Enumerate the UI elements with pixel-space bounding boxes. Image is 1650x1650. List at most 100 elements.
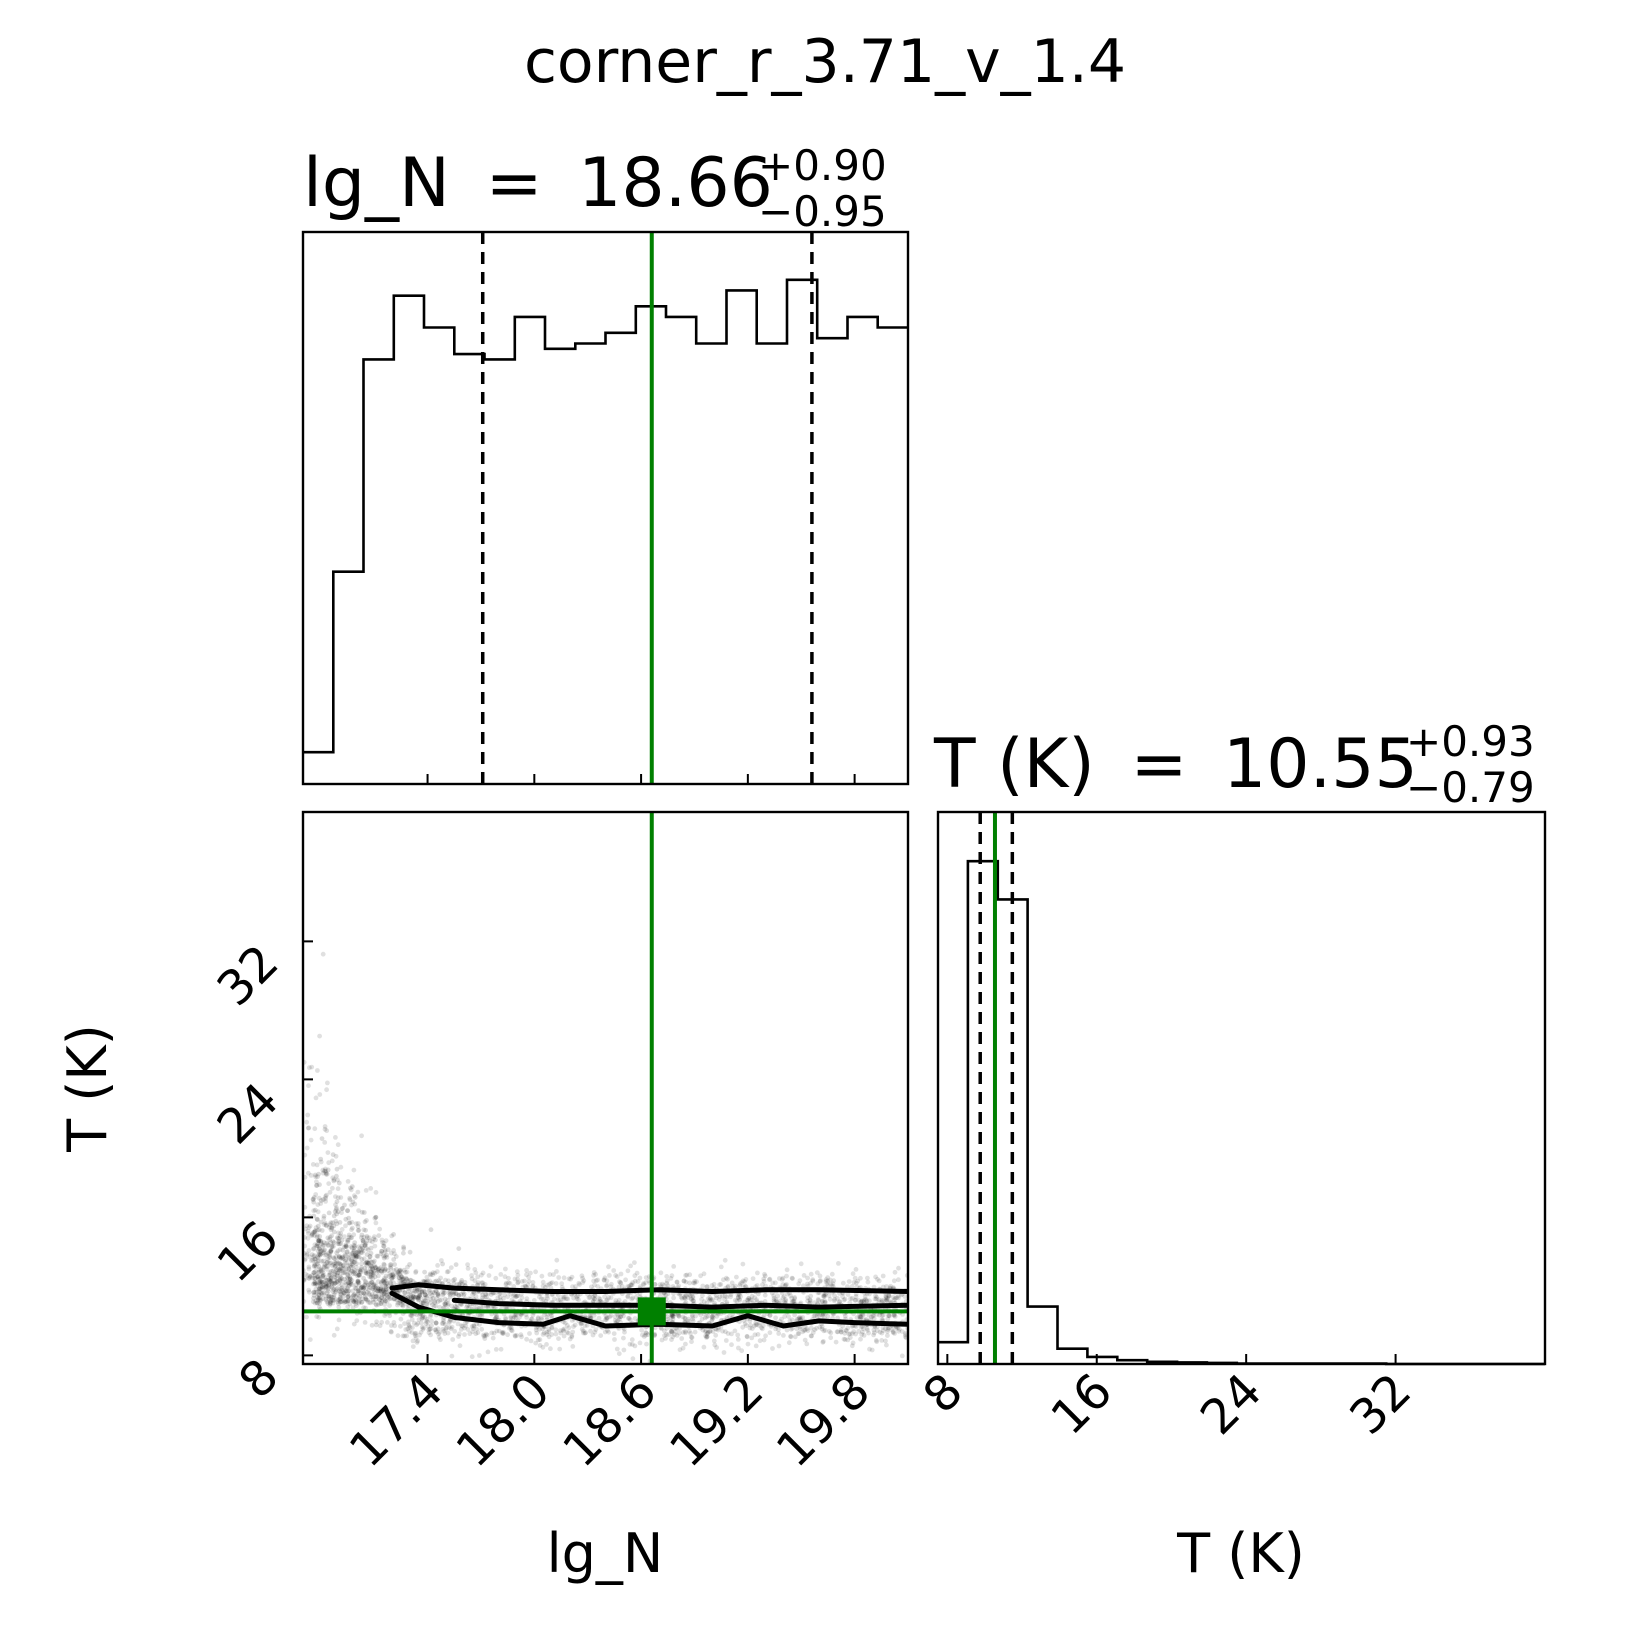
- posterior-sample: [382, 1280, 388, 1285]
- posterior-sample: [724, 1315, 730, 1320]
- posterior-sample: [859, 1332, 865, 1337]
- posterior-sample: [485, 1349, 491, 1355]
- posterior-sample: [448, 1265, 454, 1270]
- posterior-sample: [359, 1284, 365, 1290]
- posterior-sample: [349, 1282, 355, 1288]
- posterior-sample: [429, 1318, 434, 1324]
- posterior-sample: [406, 1319, 411, 1325]
- posterior-sample: [682, 1315, 688, 1321]
- posterior-sample: [375, 1254, 381, 1259]
- posterior-sample: [607, 1314, 613, 1320]
- posterior-sample: [855, 1278, 861, 1284]
- posterior-sample: [621, 1347, 627, 1353]
- lg-n-title-upper-error: +0.90: [758, 141, 887, 190]
- posterior-sample: [767, 1313, 773, 1318]
- posterior-sample: [306, 1266, 312, 1272]
- posterior-sample: [546, 1329, 552, 1335]
- posterior-sample: [814, 1313, 820, 1319]
- posterior-sample: [417, 1294, 423, 1300]
- posterior-sample: [704, 1300, 710, 1306]
- posterior-sample: [311, 1246, 316, 1252]
- posterior-sample: [323, 1171, 329, 1177]
- posterior-sample: [360, 1296, 366, 1302]
- posterior-sample: [779, 1316, 784, 1322]
- posterior-sample: [311, 1264, 317, 1269]
- posterior-ytick-label-0: 8: [228, 1348, 289, 1409]
- t-title-equals: =: [1130, 725, 1187, 804]
- posterior-sample: [383, 1273, 389, 1279]
- posterior-sample: [851, 1329, 857, 1334]
- posterior-sample: [560, 1327, 566, 1333]
- posterior-sample: [339, 1282, 345, 1288]
- posterior-sample: [886, 1293, 892, 1299]
- posterior-sample: [433, 1288, 439, 1294]
- posterior-sample: [345, 1280, 351, 1286]
- posterior-sample: [409, 1296, 415, 1302]
- posterior-sample: [827, 1277, 833, 1283]
- posterior-sample: [353, 1221, 359, 1226]
- posterior-sample: [311, 1292, 317, 1298]
- posterior-sample: [334, 1279, 340, 1285]
- posterior-sample: [500, 1331, 506, 1336]
- posterior-sample: [442, 1301, 448, 1307]
- posterior-sample: [784, 1267, 790, 1273]
- posterior-sample: [355, 1224, 361, 1229]
- posterior-sample: [364, 1238, 370, 1244]
- posterior-sample: [753, 1322, 759, 1328]
- posterior-sample: [587, 1294, 593, 1300]
- posterior-sample: [880, 1298, 886, 1304]
- posterior-sample: [865, 1327, 870, 1333]
- posterior-sample: [886, 1293, 892, 1298]
- posterior-sample: [314, 1216, 320, 1222]
- posterior-sample: [830, 1281, 836, 1286]
- posterior-sample: [801, 1328, 807, 1333]
- posterior-sample: [354, 1265, 359, 1270]
- posterior-sample: [425, 1278, 430, 1284]
- posterior-sample: [742, 1283, 748, 1289]
- posterior-sample: [340, 1263, 346, 1269]
- posterior-sample: [876, 1297, 882, 1303]
- posterior-sample: [434, 1329, 439, 1335]
- posterior-sample: [847, 1335, 853, 1340]
- posterior-sample: [306, 1275, 312, 1281]
- posterior-sample: [668, 1312, 674, 1318]
- posterior-sample: [755, 1332, 761, 1337]
- posterior-sample: [336, 1317, 342, 1323]
- posterior-sample: [369, 1264, 375, 1269]
- posterior-sample: [615, 1318, 621, 1324]
- posterior-sample: [822, 1292, 828, 1298]
- posterior-sample: [440, 1321, 446, 1326]
- posterior-sample: [424, 1274, 430, 1280]
- posterior-sample: [373, 1322, 379, 1328]
- posterior-sample: [418, 1320, 424, 1326]
- posterior-sample: [328, 1301, 333, 1306]
- posterior-sample: [376, 1302, 381, 1307]
- posterior-sample: [792, 1312, 797, 1318]
- posterior-sample: [335, 1177, 340, 1183]
- posterior-sample: [590, 1332, 596, 1338]
- posterior-sample: [352, 1256, 358, 1262]
- posterior-sample: [368, 1269, 373, 1274]
- posterior-sample: [400, 1277, 406, 1283]
- posterior-sample: [391, 1280, 396, 1286]
- posterior-sample: [834, 1329, 840, 1335]
- posterior-sample: [861, 1298, 867, 1303]
- posterior-sample: [540, 1344, 546, 1350]
- posterior-sample: [509, 1325, 514, 1331]
- posterior-sample: [790, 1299, 796, 1304]
- posterior-sample: [369, 1259, 374, 1265]
- posterior-sample: [307, 1065, 312, 1071]
- posterior-sample: [835, 1315, 840, 1321]
- posterior-sample: [406, 1323, 412, 1329]
- t-axis-label: T (K): [1176, 1522, 1305, 1585]
- posterior-sample: [443, 1302, 449, 1307]
- posterior-sample: [373, 1265, 379, 1270]
- posterior-sample: [303, 1271, 309, 1277]
- posterior-sample: [317, 1276, 322, 1282]
- posterior-sample: [704, 1334, 710, 1340]
- posterior-sample: [616, 1314, 622, 1320]
- posterior-sample: [891, 1297, 897, 1303]
- posterior-sample: [339, 1206, 345, 1212]
- posterior-sample: [515, 1272, 521, 1278]
- posterior-sample: [717, 1294, 723, 1300]
